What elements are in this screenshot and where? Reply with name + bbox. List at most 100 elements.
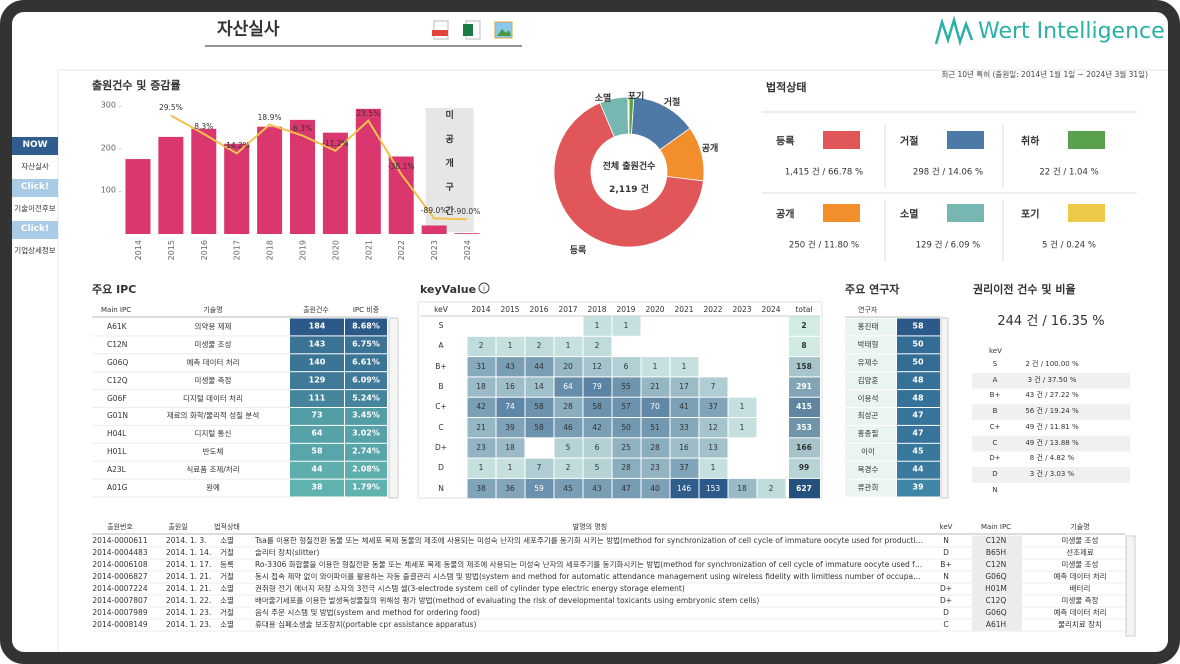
application-number[interactable]: 2014-0007224 xyxy=(92,583,148,593)
transfer-value: 8 건 / 4.82 % xyxy=(1029,454,1075,463)
count: 39 xyxy=(912,482,924,492)
count-cell xyxy=(897,390,940,407)
tech-name: 예측 데이터 처리 xyxy=(1053,571,1107,581)
ipc-cell xyxy=(972,571,1022,583)
count: 58 xyxy=(912,321,924,331)
ipc-code: C12Q xyxy=(107,375,128,385)
column-header: total xyxy=(795,304,813,314)
application-number[interactable]: 2014-0006108 xyxy=(92,559,148,569)
tech-name: 예측 데이터 처리 xyxy=(1053,607,1107,617)
slice-label: 등록 xyxy=(569,246,587,257)
center-title: 전체 출원건수 xyxy=(602,162,656,173)
heat-value: 33 xyxy=(679,422,689,432)
column-header: IPC 비중 xyxy=(352,306,380,315)
total-cell xyxy=(789,458,820,478)
legal-status: 소멸 xyxy=(220,583,234,593)
x-tick-label: 2020 xyxy=(331,240,340,260)
sidebar-link[interactable]: 기업상세정보 xyxy=(14,245,56,255)
tech-name: 선조제료 xyxy=(1066,547,1094,557)
pdf-icon[interactable] xyxy=(432,20,449,40)
kev: D xyxy=(943,547,949,557)
column-header: 연구자 xyxy=(858,306,878,315)
tech-name: 디지털 통신 xyxy=(194,429,232,439)
heat-value: 1 xyxy=(565,341,571,351)
bar xyxy=(224,143,250,234)
count: 47 xyxy=(912,411,924,421)
sidebar-link[interactable]: 기술이전후보 xyxy=(14,203,56,213)
count: 44 xyxy=(912,464,924,474)
application-number[interactable]: 2014-0006827 xyxy=(92,571,148,581)
heat-value: 17 xyxy=(679,381,689,391)
data-label: -38.1% xyxy=(387,162,415,172)
heat-value: 37 xyxy=(708,402,718,412)
bar xyxy=(191,128,217,234)
tech-name: 미생물 조성 xyxy=(1061,559,1099,569)
heat-cell xyxy=(699,438,728,458)
heat-value: 7 xyxy=(710,381,716,391)
heat-cell xyxy=(670,357,699,377)
ipc-code: H01M xyxy=(985,583,1007,593)
kev-label: D+ xyxy=(989,454,1001,463)
x-tick-label: 2018 xyxy=(266,240,275,260)
status-swatch xyxy=(823,204,860,222)
click-button-text[interactable]: Click! xyxy=(20,182,50,193)
application-number[interactable]: 2014-0007989 xyxy=(92,607,148,617)
share: 2.08% xyxy=(352,464,380,474)
x-tick-label: 2024 xyxy=(463,240,472,260)
bar xyxy=(125,159,151,234)
count: 48 xyxy=(912,393,924,403)
data-label: -14.2% xyxy=(223,141,250,151)
status-swatch xyxy=(947,131,984,149)
click-button-text[interactable]: Click! xyxy=(20,224,50,235)
column-header: 2017 xyxy=(558,304,578,314)
share-cell xyxy=(345,372,387,390)
image-icon[interactable] xyxy=(494,21,513,39)
application-number[interactable]: 2014-0004483 xyxy=(92,547,148,557)
click-button[interactable] xyxy=(12,179,58,197)
status-value: 1,415 건 / 66.78 % xyxy=(784,167,864,178)
now-badge-text: NOW xyxy=(22,140,48,151)
name-cell xyxy=(845,372,896,390)
heat-value: 42 xyxy=(592,422,602,432)
share: 5.24% xyxy=(352,393,380,403)
growth-line xyxy=(170,114,468,221)
tech-name: 재료의 화학/물리적 성질 분석 xyxy=(166,411,260,421)
click-button[interactable] xyxy=(12,221,58,239)
heat-cell xyxy=(554,438,583,458)
heat-value: 6 xyxy=(594,442,600,452)
application-number[interactable]: 2014-0000611 xyxy=(92,535,148,545)
heat-value: 14 xyxy=(534,381,544,391)
application-date: 2014. 1. 3. xyxy=(166,535,207,545)
heat-cell xyxy=(699,478,728,499)
heat-value: 1 xyxy=(681,361,687,371)
logo-text: Wert Intelligence xyxy=(978,18,1165,44)
kev: N xyxy=(943,535,949,545)
heat-value: 42 xyxy=(476,402,486,412)
name-cell xyxy=(845,318,896,336)
excel-icon[interactable] xyxy=(463,20,481,40)
kev-label: C+ xyxy=(989,422,1001,431)
application-date: 2014. 1. 21. xyxy=(166,583,212,593)
application-number[interactable]: 2014-0008149 xyxy=(92,619,148,629)
heat-value: 2 xyxy=(478,341,484,351)
info-icon[interactable] xyxy=(478,282,490,294)
share: 6.75% xyxy=(352,339,380,349)
heat-cell xyxy=(612,357,641,377)
heat-value: 51 xyxy=(650,422,660,432)
application-number[interactable]: 2014-0007807 xyxy=(92,595,148,605)
y-tick-label: 200 xyxy=(100,143,116,153)
heat-cell xyxy=(583,397,612,417)
panel-title: keyValue xyxy=(420,282,477,296)
invention-title: Ro-3306 화합물을 이용한 형질전환 동물 또는 체세포 복제 동물의 제… xyxy=(255,560,923,569)
column-header: 법적상태 xyxy=(214,523,240,532)
heat-value: 55 xyxy=(621,381,631,391)
heat-cell xyxy=(612,438,641,458)
column-header: 2022 xyxy=(703,304,723,314)
count: 38 xyxy=(311,482,323,492)
researcher-name: 홍진태 xyxy=(857,321,879,331)
heat-value: 64 xyxy=(563,381,573,391)
name-cell xyxy=(845,336,896,354)
total-cell xyxy=(789,478,820,499)
period-note: 최근 10년 특허 (출원일: 2014년 1월 1일 ~ 2024년 3월 3… xyxy=(941,69,1148,79)
scrollbar xyxy=(940,317,949,499)
